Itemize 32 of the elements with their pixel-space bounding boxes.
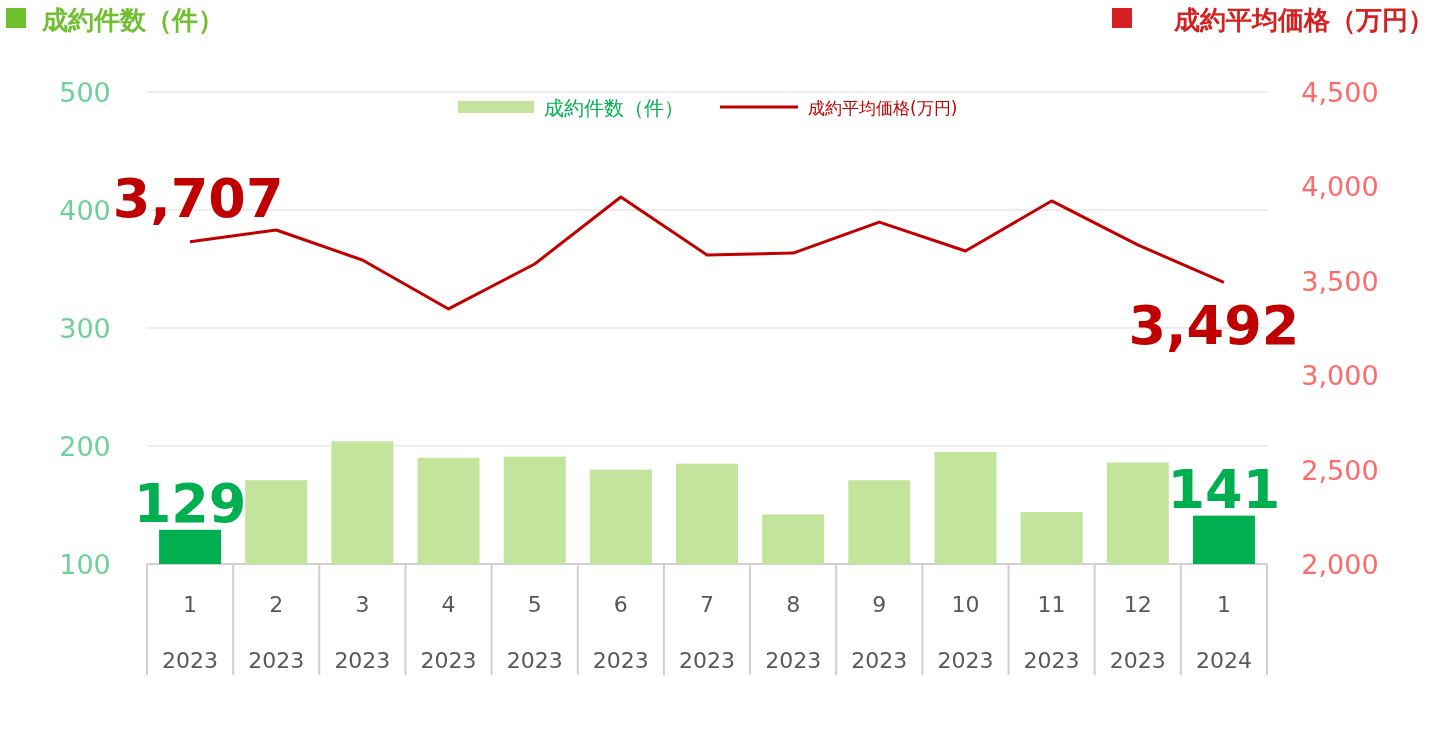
y-tick-label: 100 [59, 549, 111, 580]
category-label: 7 2023 [679, 592, 735, 673]
category-label: 6 2023 [592, 592, 649, 673]
category-label: 11 2023 [1023, 592, 1080, 673]
data-label: 141 [1167, 457, 1281, 521]
y-axis-title: 成約件数（件） [41, 5, 224, 35]
y2-tick-label: 4,000 [1301, 171, 1379, 203]
category-label: 3 2023 [334, 592, 391, 673]
category-label: 9 2023 [851, 592, 908, 673]
y2-tick-label: 3,000 [1301, 360, 1379, 392]
category-label: 10 2023 [937, 592, 994, 673]
legend-label: 成約件数（件） [544, 96, 684, 120]
category-label: 2 2023 [248, 592, 305, 673]
y-tick-label: 400 [59, 195, 111, 226]
y2-tick-label: 2,000 [1301, 549, 1379, 580]
data-label: 3,492 [1128, 294, 1300, 358]
data-label: 129 [133, 471, 247, 535]
y-tick-label: 300 [59, 313, 111, 344]
category-label: 1 2023 [162, 592, 219, 673]
y2-tick-label: 3,500 [1301, 265, 1379, 297]
category-label: 12 2023 [1109, 592, 1166, 673]
y2-axis-title: 成約平均価格（万円） [1173, 5, 1434, 35]
category-label: 4 2023 [420, 592, 477, 673]
y-tick-label: 500 [59, 77, 111, 108]
legend-label: 成約平均価格(万円) [808, 98, 958, 118]
data-label: 3,707 [112, 166, 284, 230]
y2-tick-label: 4,500 [1301, 77, 1379, 108]
category-label: 5 2023 [506, 592, 563, 673]
y2-tick-label: 2,500 [1301, 454, 1379, 486]
category-label: 8 2023 [765, 592, 822, 673]
y-tick-label: 200 [59, 431, 111, 462]
category-label: 1 2024 [1195, 592, 1252, 673]
